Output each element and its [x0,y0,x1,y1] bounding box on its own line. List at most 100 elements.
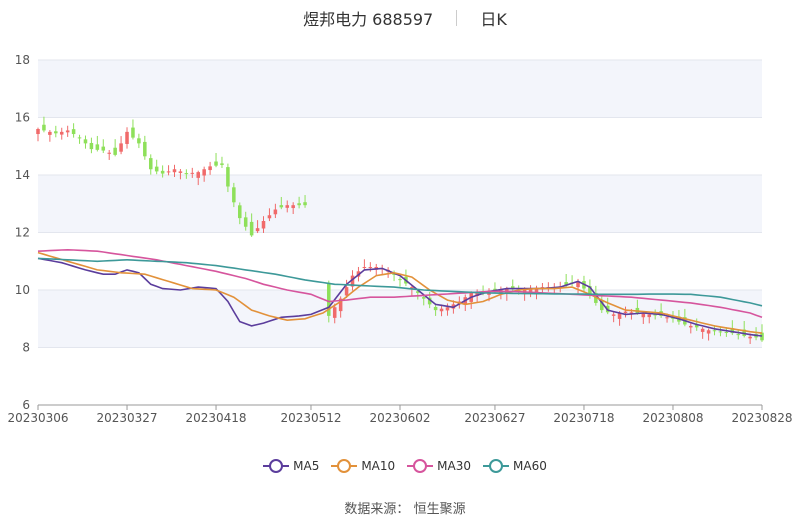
candle-body [77,137,82,139]
candle-body [261,221,266,229]
x-tick-label: 20230828 [731,411,792,425]
legend-label: MA30 [437,458,472,473]
y-tick-label: 10 [15,283,30,297]
x-tick-label: 20230306 [7,411,68,425]
legend: MA5 MA10 MA30 MA60 [0,458,810,473]
candle-body [101,146,106,151]
candle-body [623,311,628,314]
candle-body [249,221,254,236]
candle-body [564,282,568,286]
candle-body [196,172,200,178]
candle-body [166,171,171,173]
candle-body [113,147,117,155]
candle-body [327,282,331,316]
ma-line-ma10 [37,251,763,334]
candle-body [255,228,260,232]
candle-body [148,158,153,170]
grid-band [38,60,762,118]
candle-body [54,131,58,134]
candle-body [653,314,657,316]
candle-body [190,172,195,174]
candle-body [528,288,533,292]
candle-body [184,173,189,175]
candle-body [107,152,111,154]
candle-body [36,129,40,135]
candle-body [238,205,242,219]
candle-body [736,334,741,336]
candle-body [48,131,52,135]
candle-body [220,163,224,165]
candle-body [712,330,717,332]
candle-body [154,166,159,172]
x-tick-label: 20230418 [185,411,246,425]
candle-body [410,287,414,289]
candle-body [730,328,735,334]
data-source: 数据来源： 恒生聚源 [0,498,810,517]
candle-body [119,143,123,152]
candle-body [647,314,652,318]
y-tick-label: 14 [15,168,30,182]
candle-body [65,130,70,133]
legend-label: MA5 [293,458,320,473]
candle-body [611,314,616,316]
candle-body [718,331,723,333]
period-label[interactable]: 日K [480,10,507,29]
candle-body [137,138,141,144]
candle-body [59,131,64,135]
candle-body [178,171,183,173]
candle-body [285,205,290,208]
legend-marker-icon [263,458,290,473]
ma-line-ma5 [37,257,763,337]
grid-band [38,175,762,233]
x-tick-label: 20230512 [280,411,341,425]
legend-item-ma60[interactable]: MA60 [483,458,547,473]
legend-marker-icon [483,458,510,473]
candle-body [493,288,497,290]
legend-item-ma30[interactable]: MA30 [407,458,471,473]
candle-body [665,317,669,319]
candle-body [427,297,432,305]
legend-item-ma5[interactable]: MA5 [263,458,319,473]
candle-body [694,324,699,328]
grid-band [38,290,762,348]
stock-name: 煜邦电力 688597 [303,10,434,29]
source-value: 恒生聚源 [413,502,466,517]
candle-body [706,330,711,334]
legend-marker-icon [407,458,434,473]
candle-body [600,300,604,311]
candle-body [760,332,764,341]
x-tick-label: 20230718 [553,411,614,425]
x-tick-label: 20230627 [464,411,525,425]
candle-body [362,267,367,268]
ma-line-ma30 [37,248,763,319]
candle-body [724,332,729,334]
source-label: 数据来源： [344,502,410,517]
candle-body [172,169,177,173]
candle-body [291,205,295,209]
legend-marker-icon [331,458,358,473]
y-tick-label: 16 [15,111,30,125]
candle-body [338,298,343,312]
x-tick-label: 20230327 [96,411,157,425]
legend-item-ma10[interactable]: MA10 [331,458,395,473]
candle-body [297,203,301,206]
candle-body [641,313,646,318]
candle-body [226,167,230,187]
candle-body [160,170,165,174]
candle-body [344,287,349,296]
candle-body [510,286,515,290]
x-tick-label: 20230602 [369,411,430,425]
candle-body [700,328,705,332]
candle-body [243,217,248,227]
candle-body [445,307,450,311]
candle-body [421,297,426,299]
candle-body [95,144,100,150]
y-tick-label: 12 [15,226,30,240]
title-divider [456,10,458,26]
candle-body [89,142,94,150]
y-tick-label: 18 [15,53,30,67]
candle-body [279,205,284,208]
candle-body [83,139,88,144]
candle-body [689,325,693,328]
